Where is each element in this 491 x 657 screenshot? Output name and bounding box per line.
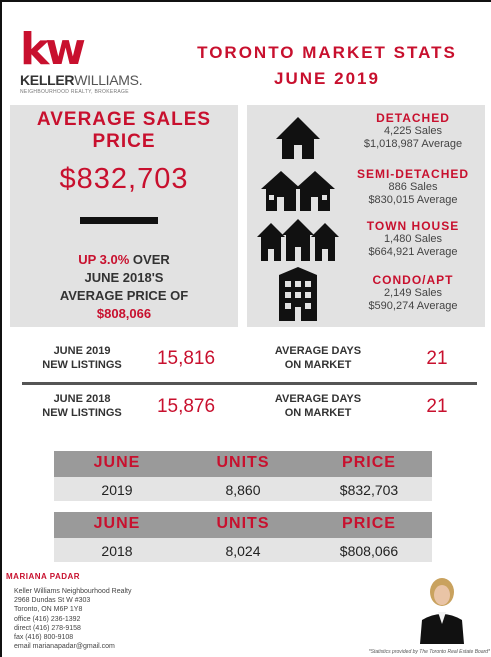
section-divider [22,382,477,385]
average-sales-price: $832,703 [59,163,189,195]
summary-table-2019: JUNE UNITS PRICE 2019 8,860 $832,703 [54,451,432,501]
kw-logo: kw KELLERWILLIAMS. NEIGHBOURHOOD REALTY,… [20,28,150,98]
agent-name: MARIANA PADAR [6,572,81,581]
type-detached: DETACHED 4,225 Sales $1,018,987 Average [363,111,463,150]
divider-bar [80,217,158,224]
logo-sub: NEIGHBOURHOOD REALTY, BROKERAGE [20,89,129,95]
average-sales-panel: AVERAGE SALES PRICE $832,703 UP 3.0% OVE… [10,105,238,327]
agent-email[interactable]: email marianapadar@gmail.com [14,643,115,651]
townhouse-icon [257,219,339,261]
summary-table-2018: JUNE UNITS PRICE 2018 8,024 $808,066 [54,512,432,562]
semi-detached-icon [261,171,335,211]
previous-average-price: $808,066 [96,306,152,321]
listings-row-2019: JUNE 2019 NEW LISTINGS 15,816 AVERAGE DA… [22,340,477,384]
condo-icon [279,267,317,321]
agent-contact: Keller Williams Neighbourhood Realty 296… [14,588,132,651]
average-sales-title: AVERAGE SALES PRICE [36,109,212,152]
average-change-text: UP 3.0% OVER JUNE 2018'S AVERAGE PRICE O… [10,251,238,323]
average-days-value: 21 [426,348,448,369]
type-semi-detached: SEMI-DETACHED 886 Sales $830,015 Average [356,167,470,206]
listings-row-2018: JUNE 2018 NEW LISTINGS 15,876 AVERAGE DA… [22,388,477,432]
new-listings-value: 15,816 [156,348,216,369]
logo-mark: kw [20,24,86,75]
agent-photo [414,574,470,644]
average-days-value: 21 [426,396,448,417]
logo-name: KELLERWILLIAMS. [20,72,143,88]
property-types-panel: DETACHED 4,225 Sales $1,018,987 Average … [247,105,485,327]
house-icon [276,117,320,159]
new-listings-value: 15,876 [156,396,216,417]
page-title: TORONTO MARKET STATS JUNE 2019 [197,43,457,88]
disclaimer: *Statistics provided by The Toronto Real… [368,649,490,655]
type-condo-apt: CONDO/APT 2,149 Sales $590,274 Average [368,273,458,312]
type-town-house: TOWN HOUSE 1,480 Sales $664,921 Average [366,219,460,258]
